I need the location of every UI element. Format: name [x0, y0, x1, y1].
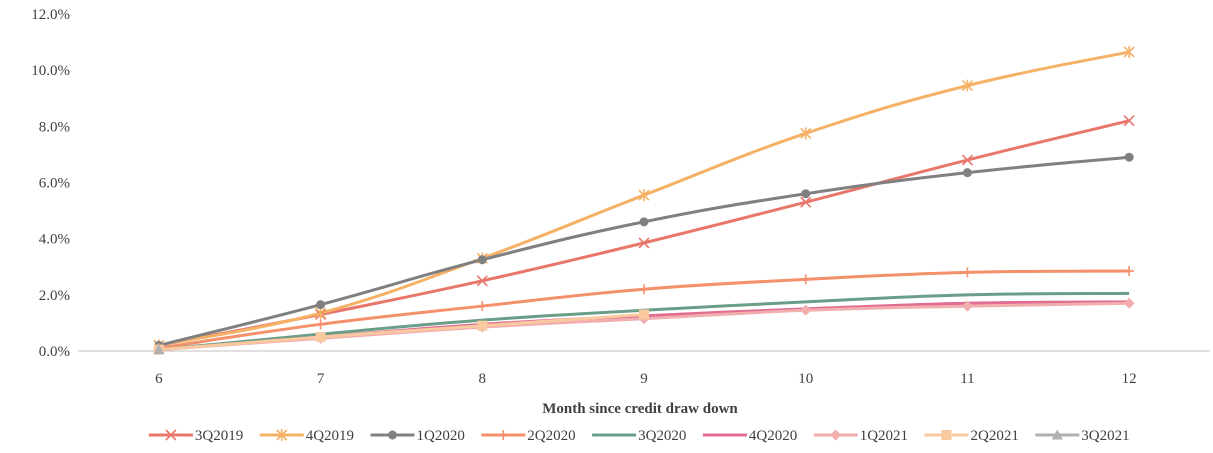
- legend-label: 3Q2021: [1081, 428, 1129, 444]
- data-point: [476, 275, 488, 287]
- data-point: [639, 309, 649, 320]
- legend-label: 4Q2019: [306, 428, 354, 444]
- legend-label: 1Q2020: [417, 428, 465, 444]
- y-tick-label: 8.0%: [39, 119, 70, 135]
- y-tick-label: 4.0%: [39, 232, 70, 248]
- data-point: [1124, 152, 1134, 162]
- data-point: [962, 267, 973, 278]
- data-point: [498, 430, 509, 440]
- data-point: [477, 255, 487, 265]
- data-point: [961, 154, 973, 166]
- legend-item: 4Q2019: [259, 428, 354, 444]
- legend-label: 3Q2019: [195, 428, 243, 444]
- legend-label: 1Q2021: [860, 428, 908, 444]
- x-axis-title: Month since credit draw down: [542, 401, 738, 417]
- data-point: [801, 189, 811, 199]
- data-point: [800, 304, 812, 316]
- data-point: [800, 196, 812, 208]
- data-point: [1123, 45, 1135, 58]
- data-point: [1124, 265, 1135, 276]
- data-point: [639, 284, 649, 295]
- data-point: [1123, 297, 1135, 309]
- y-axis-ticks: 0.0% 2.0% 4.0% 6.0% 8.0% 10.0% 12.0%: [31, 7, 70, 360]
- data-point: [800, 127, 812, 140]
- legend-item: 3Q2021: [1035, 428, 1130, 444]
- x-tick-label: 7: [317, 371, 325, 387]
- legend-item: 3Q2020: [592, 428, 686, 444]
- data-point: [1123, 115, 1135, 127]
- data-point: [153, 344, 165, 355]
- data-point: [638, 189, 650, 202]
- data-point: [638, 237, 650, 249]
- x-axis-ticks: 6 7 8 9 10 11 12: [155, 371, 1137, 387]
- y-tick-label: 0.0%: [39, 344, 70, 360]
- data-point: [1051, 429, 1063, 440]
- y-tick-label: 2.0%: [39, 288, 70, 304]
- legend-label: 2Q2020: [527, 428, 575, 444]
- x-tick-label: 12: [1122, 371, 1137, 387]
- data-point: [477, 301, 488, 312]
- data-point: [961, 300, 973, 312]
- y-tick-label: 12.0%: [31, 7, 70, 23]
- legend-label: 4Q2020: [749, 428, 797, 444]
- data-point: [165, 429, 177, 441]
- data-point: [477, 320, 488, 331]
- data-point: [388, 430, 397, 440]
- data-point: [316, 300, 326, 310]
- x-tick-label: 8: [479, 371, 487, 387]
- y-tick-label: 6.0%: [39, 176, 70, 192]
- x-tick-label: 11: [960, 371, 974, 387]
- data-point: [315, 319, 326, 330]
- data-point: [830, 429, 842, 441]
- x-tick-label: 10: [798, 371, 813, 387]
- legend-item: 2Q2021: [924, 428, 1019, 444]
- x-tick-label: 9: [640, 371, 648, 387]
- legend-item: 1Q2020: [370, 428, 465, 444]
- y-tick-label: 10.0%: [31, 63, 70, 79]
- legend-item: 3Q2019: [148, 428, 243, 444]
- data-point: [639, 217, 649, 227]
- data-point: [315, 331, 326, 342]
- series-markers: [153, 45, 1135, 356]
- legend-item: 2Q2020: [481, 428, 576, 444]
- legend-item: 4Q2020: [702, 428, 797, 444]
- data-point: [276, 429, 288, 441]
- legend-item: 1Q2021: [813, 428, 908, 444]
- data-point: [800, 274, 811, 285]
- data-point: [941, 430, 952, 440]
- legend-label: 3Q2020: [638, 428, 686, 444]
- data-point: [961, 79, 973, 92]
- legend: 3Q2019 4Q2019 1Q2020 2Q2020 3Q2020 4Q2020 1Q20…: [148, 428, 1130, 444]
- x-tick-label: 6: [155, 371, 163, 387]
- legend-label: 2Q2021: [971, 428, 1019, 444]
- series-line: [158, 312, 645, 352]
- data-point: [962, 168, 972, 178]
